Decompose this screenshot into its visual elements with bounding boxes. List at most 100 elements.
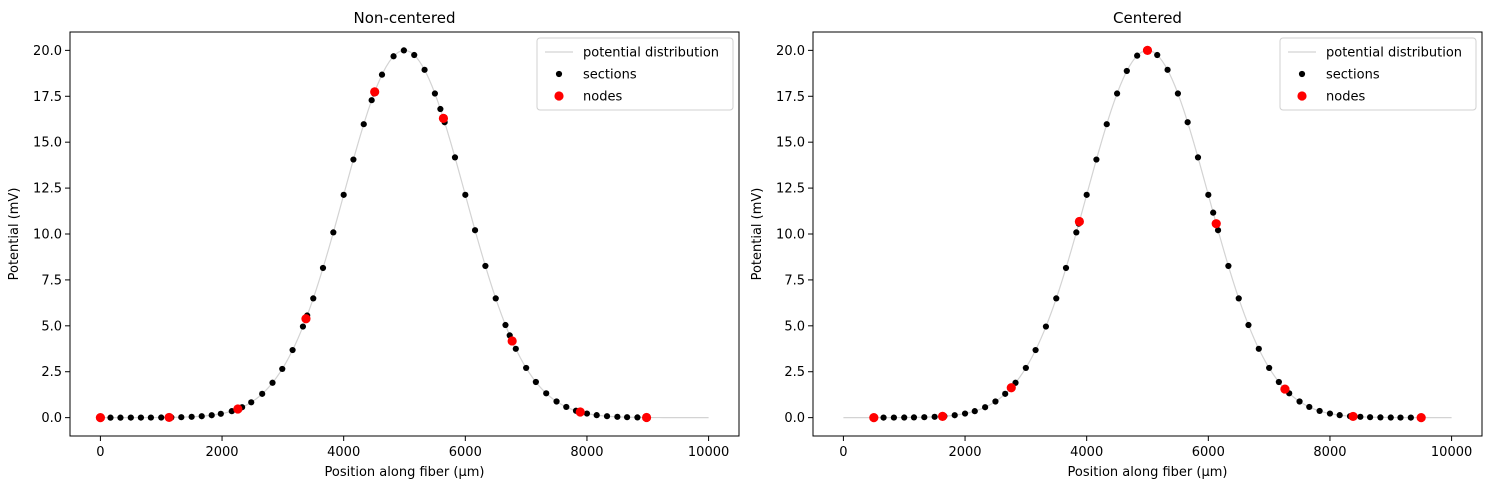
- section-point: [492, 295, 499, 302]
- section-point: [279, 365, 286, 373]
- section-point: [1062, 264, 1070, 272]
- y-tick-label: 7.5: [41, 273, 62, 288]
- section-point: [951, 412, 958, 419]
- section-point: [593, 412, 600, 419]
- legend-entry-label: nodes: [583, 90, 622, 105]
- section-point: [1083, 191, 1090, 198]
- section-point: [1093, 156, 1100, 163]
- chart-title: Non-centered: [354, 9, 456, 27]
- node-point: [869, 413, 879, 423]
- section-point: [1002, 390, 1009, 397]
- section-point: [400, 47, 407, 54]
- legend-point-marker: [1298, 70, 1306, 78]
- x-tick-label: 10000: [1431, 445, 1472, 460]
- section-point: [634, 414, 641, 421]
- node-point: [1074, 216, 1084, 227]
- section-point: [340, 191, 347, 198]
- node-point: [575, 407, 585, 417]
- legend: potential distribution sections nodes: [536, 37, 734, 111]
- section-point: [158, 414, 165, 421]
- legend-entry-label: nodes: [1326, 90, 1365, 105]
- section-point: [117, 414, 124, 421]
- node-point: [1006, 383, 1016, 393]
- section-point: [1134, 52, 1141, 59]
- chart-panel-non-centered: Non-centered 0 2000 4000 6000 8000 10000 0.0 2.5…: [7, 9, 740, 480]
- section-point: [901, 414, 908, 421]
- section-point: [890, 414, 897, 421]
- legend-box: [536, 37, 734, 111]
- y-tick-label: 15.0: [33, 136, 62, 151]
- y-tick-label: 17.5: [33, 90, 62, 105]
- y-tick-label: 5.0: [41, 319, 62, 334]
- legend-point-marker: [555, 70, 563, 78]
- legend-entry-label: sections: [1326, 68, 1380, 83]
- section-point: [411, 51, 418, 59]
- section-point: [248, 399, 255, 406]
- x-tick-label: 6000: [449, 445, 482, 460]
- y-tick-label: 20.0: [33, 44, 62, 59]
- section-point: [1235, 295, 1242, 302]
- section-point: [431, 90, 439, 97]
- section-point: [1113, 90, 1121, 97]
- section-point: [1266, 364, 1273, 372]
- y-tick-label: 12.5: [776, 182, 805, 197]
- section-point: [1042, 323, 1050, 330]
- x-tick-label: 4000: [327, 445, 360, 460]
- section-point: [350, 156, 357, 163]
- section-point: [1053, 295, 1060, 302]
- section-point: [543, 390, 550, 397]
- node-point: [370, 87, 380, 97]
- section-point: [137, 414, 145, 421]
- section-point: [127, 414, 134, 421]
- y-tick-label: 15.0: [776, 136, 805, 151]
- section-point: [982, 404, 989, 411]
- section-point: [603, 413, 611, 420]
- section-point: [217, 410, 224, 417]
- y-axis-label: Potential (mV): [750, 188, 765, 281]
- section-point: [1174, 90, 1182, 97]
- section-point: [614, 413, 621, 420]
- section-point: [1073, 229, 1080, 236]
- x-tick-label: 0: [96, 445, 104, 460]
- section-point: [421, 66, 428, 73]
- node-point: [164, 412, 174, 423]
- section-point: [1210, 209, 1217, 216]
- node-point: [1142, 45, 1153, 55]
- section-point: [1214, 227, 1222, 234]
- section-point: [1357, 413, 1364, 420]
- section-point: [390, 53, 397, 60]
- section-point: [971, 408, 978, 415]
- section-point: [910, 414, 918, 421]
- node-point: [1416, 413, 1426, 423]
- section-point: [451, 154, 459, 161]
- section-point: [1225, 262, 1232, 270]
- node-point: [1348, 411, 1358, 422]
- y-tick-label: 2.5: [41, 365, 62, 380]
- section-point: [368, 97, 375, 104]
- node-point: [641, 412, 652, 423]
- y-axis-label: Potential (mV): [7, 188, 22, 281]
- section-point: [378, 71, 386, 78]
- x-tick-label: 2000: [205, 445, 238, 460]
- section-point: [553, 398, 560, 405]
- section-point: [269, 379, 276, 386]
- section-point: [992, 398, 999, 405]
- chart-title: Centered: [1113, 9, 1182, 27]
- y-tick-label: 10.0: [33, 228, 62, 243]
- section-point: [512, 345, 519, 352]
- section-point: [532, 378, 539, 386]
- section-point: [147, 414, 154, 421]
- legend-entry-label: sections: [583, 68, 637, 83]
- section-point: [1022, 364, 1029, 372]
- legend-point-marker: [1297, 91, 1307, 101]
- section-point: [107, 414, 114, 421]
- section-point: [208, 412, 215, 419]
- section-point: [583, 410, 591, 417]
- y-tick-label: 0.0: [41, 411, 62, 426]
- section-point: [482, 262, 489, 270]
- x-tick-label: 8000: [1313, 445, 1346, 460]
- section-point: [1164, 66, 1171, 73]
- node-point: [937, 411, 948, 421]
- section-point: [1316, 407, 1323, 415]
